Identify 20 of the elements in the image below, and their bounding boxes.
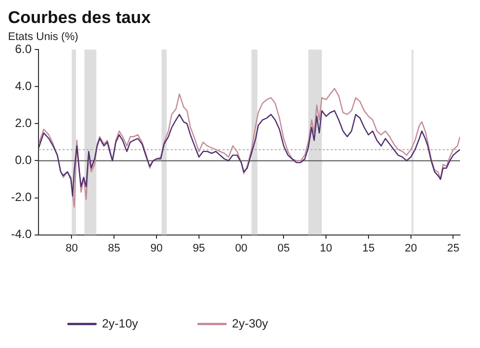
x-tick-label: 90 <box>150 242 163 254</box>
y-tick-label: 2.0 <box>14 116 32 130</box>
y-tick-label: -4.0 <box>10 227 32 242</box>
x-tick-label: 00 <box>235 242 248 254</box>
y-tick-label: -2.0 <box>10 190 32 204</box>
x-tick-label: 25 <box>447 242 460 254</box>
x-tick-label: 80 <box>66 242 78 254</box>
x-tick-label: 85 <box>108 242 120 254</box>
x-tick-label: 20 <box>404 242 417 254</box>
x-tick-label: 15 <box>362 242 375 254</box>
chart-subtitle: Etats Unis (%) <box>8 31 78 44</box>
y-tick-label: 0.0 <box>14 153 32 168</box>
x-tick-label: 10 <box>320 242 332 254</box>
legend-label: 2y-10y <box>102 316 138 330</box>
x-tick-label: 05 <box>278 242 290 254</box>
legend-label: 2y-30y <box>232 316 268 330</box>
y-tick-label: 4.0 <box>14 78 32 93</box>
y-tick-label: 6.0 <box>14 42 32 56</box>
chart-title: Courbes des taux <box>8 8 152 27</box>
x-tick-label: 95 <box>192 242 206 254</box>
